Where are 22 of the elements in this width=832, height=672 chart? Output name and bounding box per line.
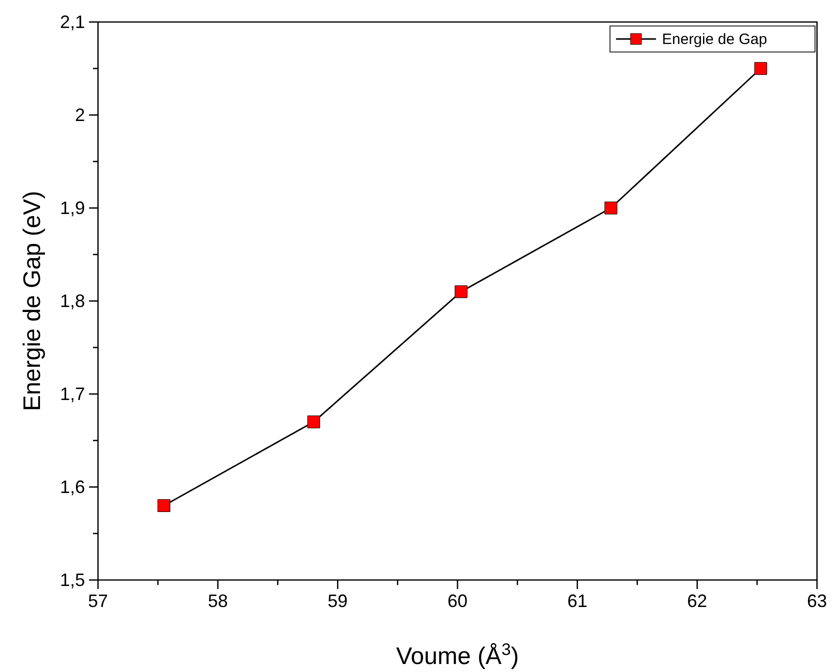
legend-label: Energie de Gap [662, 31, 768, 48]
x-tick-label: 57 [88, 590, 108, 611]
y-tick-label: 1,7 [60, 384, 85, 404]
y-tick-label: 1,5 [60, 570, 85, 590]
x-axis-title: Voume (Å$^{3}$) [396, 640, 519, 670]
point [307, 416, 320, 428]
y-axis-title: Energie de Gap (eV) [19, 190, 46, 412]
point [158, 499, 170, 512]
x-tick-label: 61 [567, 590, 588, 611]
x-tick-label: 58 [208, 590, 228, 611]
point [454, 285, 468, 298]
x-tick-label: 59 [328, 590, 348, 611]
y-tick-label: 1,6 [60, 476, 85, 497]
y-tick-label: 1,9 [60, 198, 85, 218]
x-tick-label: 60 [447, 590, 468, 611]
y-tick-label: 1,8 [60, 290, 85, 311]
x-tick-label: 62 [687, 590, 708, 611]
point [604, 202, 618, 214]
point [754, 62, 768, 75]
y-tick-label: 2,1 [60, 12, 85, 32]
x-tick-label: 63 [806, 590, 828, 611]
y-tick-label: 2 [74, 104, 85, 125]
